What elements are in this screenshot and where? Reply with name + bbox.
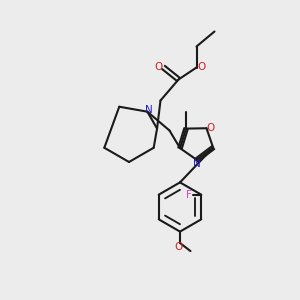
Text: N: N: [145, 105, 153, 115]
Text: N: N: [193, 159, 201, 170]
Text: F: F: [186, 190, 192, 200]
Text: O: O: [174, 242, 183, 252]
Text: O: O: [198, 62, 206, 73]
Text: O: O: [207, 123, 215, 133]
Text: O: O: [154, 62, 162, 73]
